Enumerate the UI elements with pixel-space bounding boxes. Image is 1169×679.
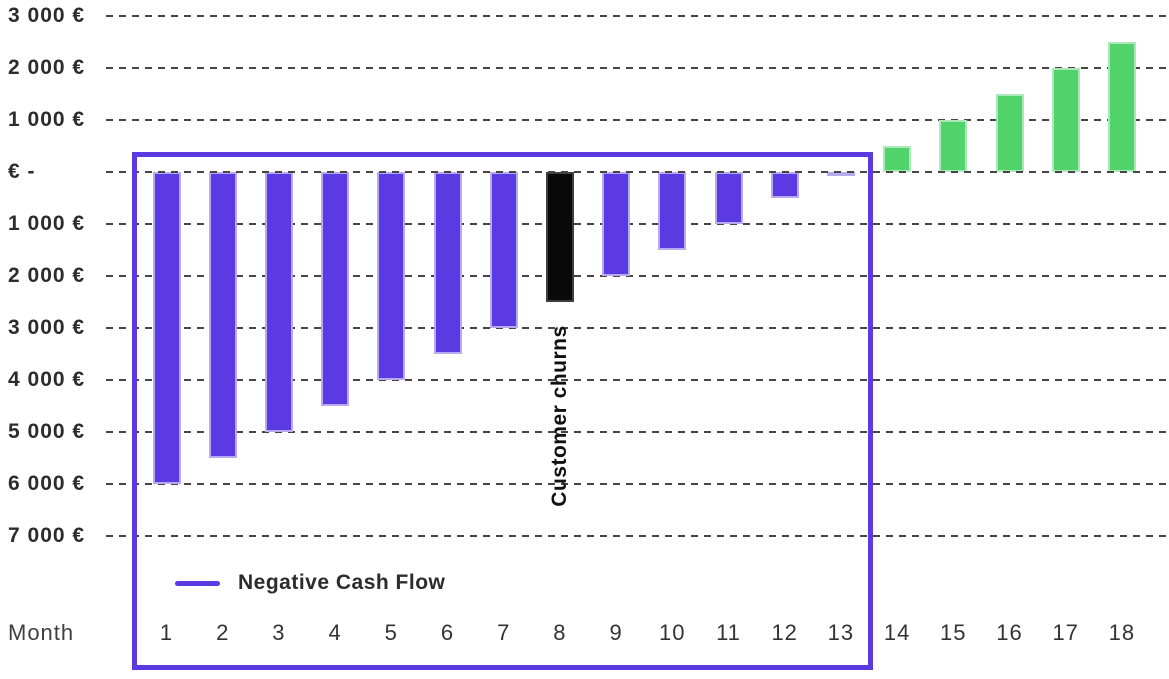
bar-month-18 [1107, 41, 1136, 172]
x-tick-label-month-1: 1 [159, 620, 174, 645]
y-tick-label-2000: 2 000 € [8, 55, 86, 79]
bar-month-1 [152, 171, 181, 484]
x-tick-label-month-10: 10 [659, 620, 686, 645]
legend-label: Negative Cash Flow [238, 571, 446, 594]
x-tick-label-month-9: 9 [609, 620, 623, 645]
bar-month-15 [939, 119, 968, 172]
y-tick-label-1000: 1 000 € [8, 107, 86, 131]
gridline-2000 [106, 66, 1169, 69]
bar-month-14 [883, 145, 912, 172]
gridline--1000 [106, 222, 1169, 225]
gridline--3000 [106, 326, 1169, 329]
customer-churns-annotation: Customer churns [548, 325, 571, 507]
x-tick-label-month-6: 6 [440, 620, 455, 645]
bar-month-6 [433, 171, 462, 354]
y-tick-label--1000: 1 000 € [8, 211, 86, 235]
x-tick-label-month-17: 17 [1052, 620, 1079, 645]
bar-month-13 [826, 171, 855, 176]
y-tick-label--4000: 4 000 € [8, 367, 86, 391]
x-tick-label-month-13: 13 [827, 620, 855, 645]
x-tick-label-month-14: 14 [883, 620, 911, 645]
legend-line-swatch [175, 580, 220, 586]
bar-month-2 [208, 171, 237, 458]
bar-month-4 [321, 171, 350, 406]
y-tick-label--2000: 2 000 € [8, 263, 86, 287]
x-tick-label-month-16: 16 [996, 620, 1023, 645]
gridline--4000 [106, 378, 1169, 381]
x-tick-label-month-11: 11 [716, 620, 741, 645]
gridline-0 [106, 170, 1169, 173]
gridline--7000 [106, 534, 1169, 537]
bar-month-7 [489, 171, 518, 328]
gridline--5000 [106, 430, 1169, 433]
y-tick-label-3000: 3 000 € [8, 3, 86, 27]
y-tick-label-0: € - [8, 159, 36, 183]
bar-month-10 [658, 171, 687, 250]
x-tick-label-month-12: 12 [771, 620, 798, 645]
bar-month-9 [602, 171, 631, 276]
gridline--2000 [106, 274, 1169, 277]
bar-month-3 [264, 171, 293, 432]
y-tick-label--7000: 7 000 € [8, 523, 86, 547]
gridline-1000 [106, 118, 1169, 121]
bar-month-12 [770, 171, 799, 198]
x-tick-label-month-4: 4 [328, 620, 342, 645]
x-tick-label-month-3: 3 [272, 620, 286, 645]
x-axis-title: Month [8, 620, 75, 645]
bar-month-16 [995, 93, 1024, 172]
y-tick-label--6000: 6 000 € [8, 471, 86, 495]
x-tick-label-month-8: 8 [553, 620, 567, 645]
x-tick-label-month-2: 2 [216, 620, 230, 645]
bar-month-5 [377, 171, 406, 380]
y-tick-label--5000: 5 000 € [8, 419, 86, 443]
x-tick-label-month-18: 18 [1108, 620, 1136, 645]
bar-month-17 [1051, 67, 1080, 172]
gridline--6000 [106, 482, 1169, 485]
x-tick-label-month-7: 7 [497, 620, 511, 645]
gridline-3000 [106, 14, 1169, 17]
y-tick-label--3000: 3 000 € [8, 315, 86, 339]
legend: Negative Cash Flow [175, 568, 445, 598]
bar-month-11 [714, 171, 743, 224]
bar-month-8 [545, 171, 574, 302]
x-tick-label-month-5: 5 [384, 620, 398, 645]
x-tick-label-month-15: 15 [940, 620, 967, 645]
